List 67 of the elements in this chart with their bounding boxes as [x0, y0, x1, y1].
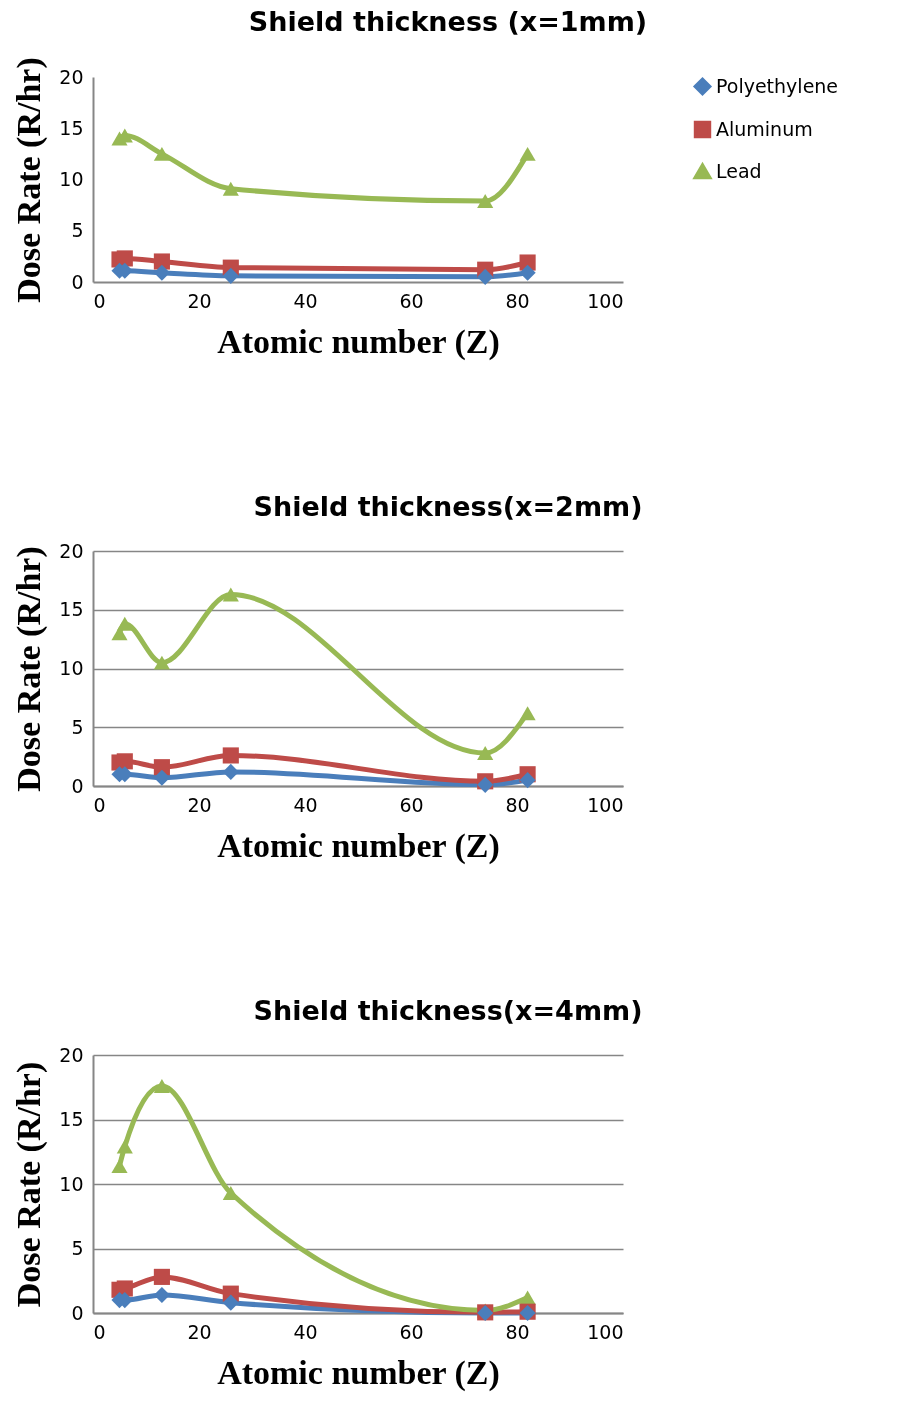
- legend-label: Polyethylene: [716, 74, 839, 97]
- x-tick-label: 80: [505, 289, 530, 312]
- y-tick-label: 15: [59, 116, 84, 139]
- x-axis-title: Atomic number (Z): [217, 322, 500, 361]
- point: [477, 194, 494, 209]
- x-tick-label: 60: [399, 793, 424, 816]
- x-tick-label: 0: [93, 793, 106, 816]
- y-tick-label: 5: [71, 715, 84, 738]
- y-tick-label: 5: [71, 1237, 84, 1259]
- x-tick-label: 0: [93, 289, 106, 312]
- x-tick-label: 100: [587, 793, 624, 816]
- y-tick-label: 0: [71, 774, 84, 797]
- chart-title: Shield thickness(x=2mm): [253, 491, 643, 522]
- chart-title: Shield thickness(x=4mm): [253, 995, 643, 1026]
- y-tick-label: 15: [59, 1108, 84, 1130]
- y-tick-label: 10: [59, 657, 84, 679]
- y-tick-label: 0: [71, 270, 84, 293]
- point: [519, 706, 536, 721]
- x-tick-label: 20: [187, 1320, 212, 1343]
- point: [153, 1286, 170, 1303]
- point: [222, 747, 239, 764]
- x-tick-label: 40: [293, 289, 318, 312]
- chart-title: Shield thickness (x=1mm): [248, 5, 648, 37]
- y-tick-label: 20: [59, 539, 84, 562]
- point: [116, 1139, 133, 1154]
- point: [222, 267, 239, 284]
- y-tick-label: 10: [59, 1172, 84, 1195]
- point: [519, 146, 536, 161]
- x-tick-label: 100: [587, 1320, 624, 1343]
- x-tick-label: 20: [187, 289, 212, 312]
- point: [477, 268, 494, 285]
- point: [111, 1158, 128, 1173]
- legend-label: Aluminum: [716, 117, 813, 140]
- point: [116, 753, 133, 770]
- point: [153, 146, 170, 161]
- y-tick-label: 15: [59, 598, 84, 621]
- point: [519, 772, 536, 789]
- point: [153, 655, 170, 670]
- point: [222, 587, 239, 602]
- y-axis-title: Dose Rate (R/hr): [10, 57, 49, 303]
- point: [153, 1268, 170, 1285]
- point: [477, 746, 494, 761]
- x-tick-label: 100: [587, 289, 624, 312]
- point: [519, 264, 536, 281]
- x-tick-label: 80: [505, 1320, 530, 1343]
- x-tick-label: 40: [293, 1320, 318, 1343]
- legend-label: Lead: [716, 159, 762, 182]
- point: [153, 1078, 170, 1093]
- x-tick-label: 60: [399, 289, 424, 312]
- y-tick-label: 20: [59, 1043, 84, 1066]
- x-tick-label: 40: [293, 793, 318, 816]
- x-axis-title: Atomic number (Z): [217, 826, 500, 865]
- point: [222, 763, 239, 780]
- x-tick-label: 20: [187, 793, 212, 816]
- x-tick-label: 80: [505, 793, 530, 816]
- y-tick-label: 20: [59, 65, 84, 88]
- y-axis-title: Dose Rate (R/hr): [10, 1061, 49, 1308]
- point: [222, 1294, 239, 1311]
- x-axis-title: Atomic number (Z): [217, 1353, 500, 1392]
- point: [116, 616, 133, 631]
- y-tick-label: 10: [59, 168, 84, 190]
- y-tick-label: 5: [71, 219, 84, 242]
- point: [222, 181, 239, 196]
- x-tick-label: 60: [399, 1320, 424, 1343]
- x-tick-label: 0: [93, 1320, 106, 1343]
- y-axis-title: Dose Rate (R/hr): [10, 546, 49, 792]
- y-tick-label: 0: [71, 1301, 84, 1324]
